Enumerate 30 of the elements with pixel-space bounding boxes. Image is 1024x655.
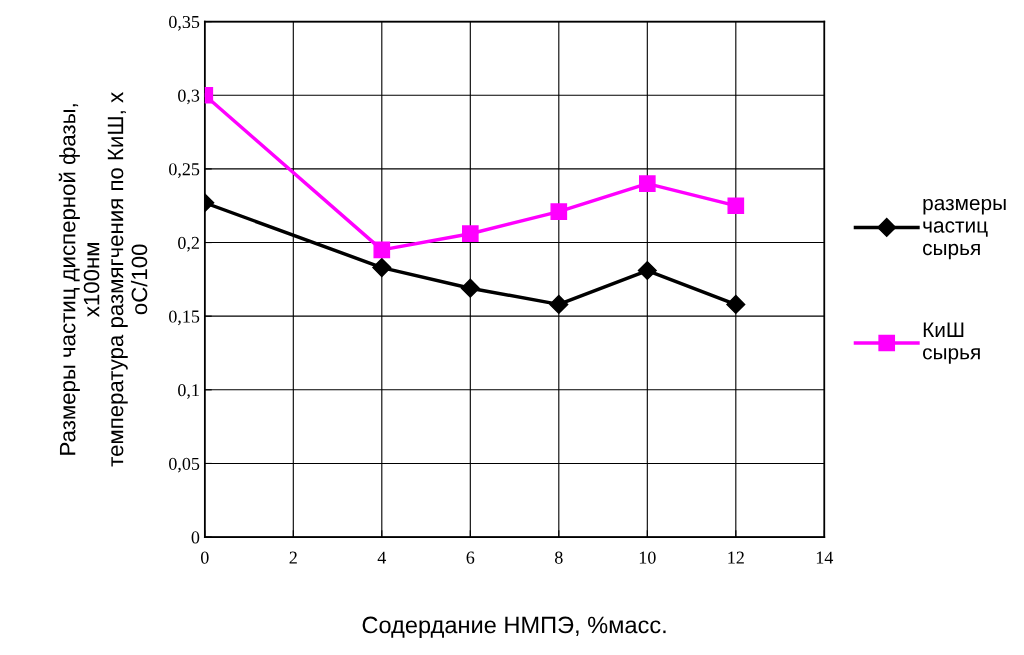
y-tick-label: 0,05 — [169, 457, 200, 473]
y-axis-title: Размеры частиц дисперной фазы, х100нм температура размягчения по КиШ, х оС/100 — [58, 92, 148, 467]
x-tick-label: 2 — [289, 551, 297, 564]
point — [460, 278, 480, 298]
x-tick-label: 6 — [466, 551, 475, 564]
point — [727, 197, 745, 215]
point — [549, 294, 569, 314]
y-tick-label: 0,35 — [169, 15, 200, 31]
point — [372, 258, 392, 278]
point — [638, 175, 656, 192]
x-tick-label: 8 — [554, 551, 563, 564]
y-tick-label: 0,2 — [178, 236, 199, 252]
x-tick-label: 4 — [377, 551, 387, 564]
point — [550, 203, 568, 220]
x-tick-label: 10 — [639, 551, 656, 564]
y-tick-label: 0,3 — [178, 89, 200, 105]
x-axis-title: Содердание НМПЭ, %масс. — [362, 616, 666, 638]
point — [461, 225, 479, 243]
x-tick-label: 14 — [816, 551, 834, 564]
point — [373, 241, 391, 259]
y-tick-label: 0,1 — [178, 384, 199, 399]
legend-label: КиШ сырья — [923, 322, 980, 364]
x-tick-label: 12 — [728, 551, 744, 564]
legend-label: размеры частиц сырья — [923, 198, 1006, 260]
y-tick-label: 0,15 — [169, 310, 200, 326]
point — [637, 260, 657, 281]
y-tick-label: 0 — [191, 531, 200, 544]
x-tick-label: 0 — [200, 551, 209, 564]
point — [726, 294, 746, 314]
y-tick-label: 0,25 — [169, 163, 200, 178]
